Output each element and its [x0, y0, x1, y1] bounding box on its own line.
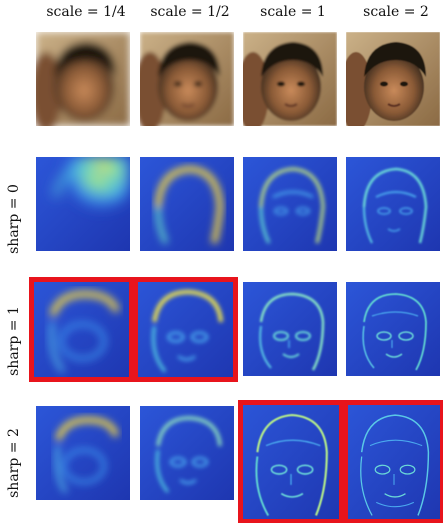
- heatmap-sharp1-scale-half-highlighted: [133, 277, 238, 382]
- heatmap-sharp0-scale-1: [243, 157, 337, 251]
- heatmap-sharp1-scale-quarter-highlighted: [29, 277, 134, 382]
- heatmap-sharp2-scale-1-highlighted: [238, 400, 344, 523]
- row-label-sharp-0: sharp = 0: [6, 184, 22, 254]
- row-label-sharp-2: sharp = 2: [6, 428, 22, 498]
- heatmap-sharp0-scale-quarter: [36, 157, 130, 251]
- heatmap-sharp1-scale-2: [346, 282, 440, 376]
- photo-scale-half: [140, 32, 234, 126]
- heatmap-sharp0-scale-half: [140, 157, 234, 251]
- column-label-scale-half: scale = 1/2: [150, 4, 230, 20]
- column-label-scale-2: scale = 2: [363, 4, 429, 20]
- column-label-scale-1: scale = 1: [260, 4, 326, 20]
- photo-scale-quarter: [36, 32, 130, 126]
- heatmap-sharp2-scale-2-highlighted: [343, 400, 443, 523]
- photo-scale-1: [243, 32, 337, 126]
- heatmap-sharp1-scale-1: [243, 282, 337, 376]
- row-label-sharp-1: sharp = 1: [6, 306, 22, 376]
- column-label-scale-quarter: scale = 1/4: [46, 4, 126, 20]
- heatmap-sharp0-scale-2: [346, 157, 440, 251]
- heatmap-sharp2-scale-quarter: [36, 406, 130, 500]
- photo-scale-2: [346, 32, 440, 126]
- heatmap-sharp2-scale-half: [140, 406, 234, 500]
